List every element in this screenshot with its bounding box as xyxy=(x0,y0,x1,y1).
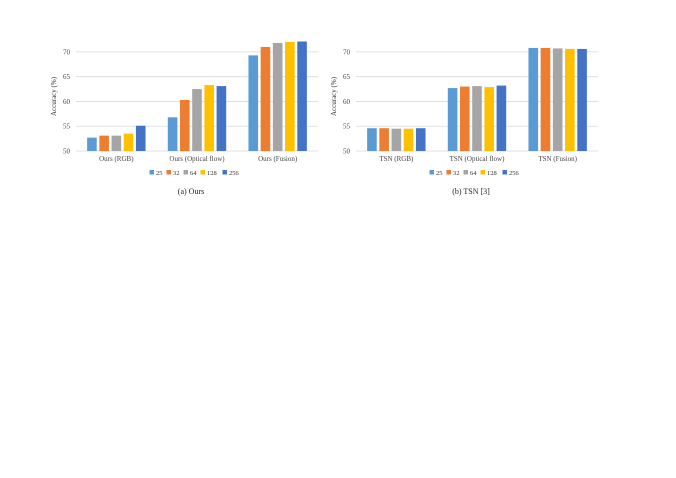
bar-128 xyxy=(204,85,214,151)
legend-swatch xyxy=(200,170,205,175)
legend-swatch xyxy=(222,170,227,175)
x-tick-label: TSN (Fusion) xyxy=(538,155,577,163)
legend-swatch xyxy=(183,170,188,175)
legend-label: 256 xyxy=(229,170,240,177)
y-tick-label: 55 xyxy=(63,123,71,131)
bar-25 xyxy=(367,128,377,151)
bar-25 xyxy=(528,47,539,152)
legend-label: 32 xyxy=(453,170,460,177)
x-tick-label: Ours (RGB) xyxy=(99,155,134,163)
bar-128 xyxy=(565,48,575,151)
bar-256 xyxy=(135,125,146,151)
bar-25 xyxy=(248,55,259,151)
bar-32 xyxy=(99,135,109,151)
legend-swatch xyxy=(446,170,451,175)
y-axis-label: Accuracy (%) xyxy=(330,76,338,116)
bar-64 xyxy=(272,42,283,152)
legend-label: 128 xyxy=(207,170,217,177)
x-tick-label: Ours (Optical flow) xyxy=(169,155,225,163)
legend-swatch xyxy=(166,170,171,175)
bar-256 xyxy=(415,128,426,151)
legend-swatch xyxy=(149,170,154,175)
bar-256 xyxy=(216,86,227,151)
bar-256 xyxy=(577,48,587,151)
bar-128 xyxy=(123,133,134,151)
y-tick-label: 70 xyxy=(63,48,71,56)
bar-256 xyxy=(496,85,507,151)
legend-swatch xyxy=(463,170,468,175)
legend-label: 64 xyxy=(190,170,197,177)
legend-label: 64 xyxy=(470,170,477,177)
bar-256 xyxy=(297,41,307,151)
y-tick-label: 65 xyxy=(343,73,351,81)
bar-64 xyxy=(552,48,563,151)
bar-64 xyxy=(111,135,122,151)
y-tick-label: 60 xyxy=(63,98,71,106)
x-tick-label: Ours (Fusion) xyxy=(258,155,298,163)
bar-64 xyxy=(192,89,202,151)
bar-128 xyxy=(285,42,295,151)
chart-panel-1: 50 55 60 65 70 Accuracy (%) Ours (RGB) Ours (Op… xyxy=(50,41,318,196)
bar-25 xyxy=(447,88,458,151)
y-tick-label: 50 xyxy=(63,148,71,156)
bar-128 xyxy=(403,128,414,151)
legend-label: 128 xyxy=(487,170,497,177)
bar-32 xyxy=(460,86,470,151)
bar-32 xyxy=(260,46,271,151)
y-tick-label: 65 xyxy=(63,73,71,81)
legend-label: 25 xyxy=(436,170,443,177)
legend-swatch xyxy=(429,170,434,175)
legend-label: 25 xyxy=(156,170,163,177)
bar-25 xyxy=(87,137,97,151)
bar-64 xyxy=(391,128,402,151)
bar-128 xyxy=(484,87,494,151)
y-axis-label: Accuracy (%) xyxy=(50,76,58,116)
bar-25 xyxy=(167,117,178,151)
y-tick-label: 50 xyxy=(343,148,351,156)
y-tick-label: 55 xyxy=(343,123,351,131)
legend-label: 256 xyxy=(509,170,520,177)
x-tick-label: TSN (Optical flow) xyxy=(450,155,505,163)
y-tick-label: 60 xyxy=(343,98,351,106)
chart-caption: (b) TSN [3] xyxy=(452,187,490,196)
y-tick-label: 70 xyxy=(343,48,351,56)
legend-label: 32 xyxy=(173,170,180,177)
bar-32 xyxy=(379,128,389,151)
legend-swatch xyxy=(502,170,507,175)
bar-64 xyxy=(472,86,482,151)
bar-32 xyxy=(540,47,551,152)
chart-caption: (a) Ours xyxy=(178,187,204,196)
chart-panel-2: 50 55 60 65 70 Accuracy (%) TSN (RGB) TSN (Opti… xyxy=(330,47,598,196)
legend-swatch xyxy=(480,170,485,175)
bar-32 xyxy=(180,99,190,151)
x-tick-label: TSN (RGB) xyxy=(379,155,414,163)
